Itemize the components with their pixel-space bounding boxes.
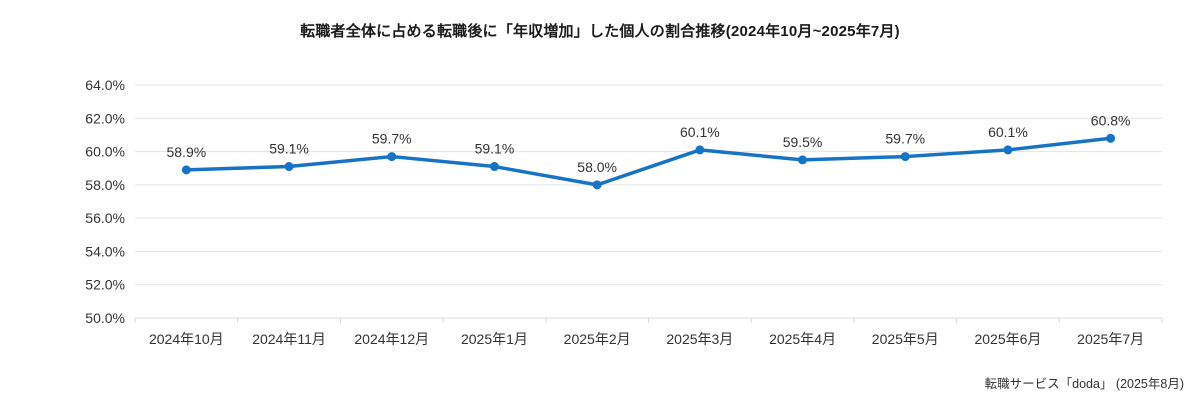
data-point: [1106, 133, 1116, 143]
y-axis-tick-label: 52.0%: [85, 277, 125, 293]
data-point: [181, 165, 191, 175]
y-axis-tick-label: 50.0%: [85, 310, 125, 326]
x-axis-tick-label: 2025年7月: [1077, 331, 1144, 347]
trend-line: [184, 136, 1113, 187]
x-axis-tick-label: 2024年10月: [149, 331, 224, 347]
x-axis-tick-label: 2025年3月: [666, 331, 733, 347]
x-axis-tick-label: 2025年2月: [564, 331, 631, 347]
data-point-label: 60.8%: [1091, 112, 1131, 128]
x-axis-tick-label: 2024年11月: [252, 331, 326, 347]
y-axis-tick-label: 54.0%: [85, 243, 125, 259]
source-attribution: 転職サービス「doda」 (2025年8月): [984, 377, 1184, 391]
y-axis-tick-label: 64.0%: [85, 77, 125, 93]
data-point: [387, 152, 397, 162]
data-point-label: 60.1%: [680, 124, 720, 140]
data-point-label: 58.0%: [577, 159, 617, 175]
y-axis-tick-label: 58.0%: [85, 177, 125, 193]
data-point: [695, 145, 705, 155]
data-point: [900, 152, 910, 162]
data-point-label: 59.1%: [475, 141, 515, 157]
chart-title: 転職者全体に占める転職後に「年収増加」した個人の割合推移(2024年10月~20…: [300, 23, 900, 40]
y-axis-tick-label: 60.0%: [85, 144, 125, 160]
x-axis-tick-label: 2024年12月: [354, 331, 429, 347]
data-point-label: 59.5%: [783, 134, 823, 150]
y-axis-tick-label: 62.0%: [85, 110, 125, 126]
data-point: [489, 162, 499, 172]
data-point-label: 60.1%: [988, 124, 1028, 140]
data-point-label: 59.7%: [372, 131, 412, 147]
data-point-label: 59.1%: [269, 141, 309, 157]
x-axis-tick-label: 2025年4月: [769, 331, 836, 347]
data-point: [798, 155, 808, 165]
data-point-label: 58.9%: [166, 144, 206, 160]
x-axis-tick-label: 2025年1月: [461, 331, 528, 347]
x-axis-tick-label: 2025年5月: [872, 331, 939, 347]
data-point-label: 59.7%: [885, 131, 925, 147]
data-point: [1003, 145, 1013, 155]
y-axis-tick-label: 56.0%: [85, 210, 125, 226]
data-point: [284, 162, 294, 172]
data-point: [592, 180, 602, 190]
x-axis-tick-label: 2025年6月: [974, 331, 1041, 347]
